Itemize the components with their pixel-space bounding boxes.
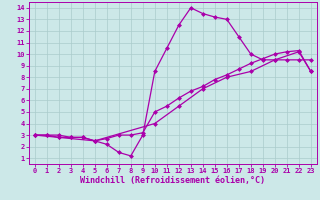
X-axis label: Windchill (Refroidissement éolien,°C): Windchill (Refroidissement éolien,°C) — [80, 176, 265, 185]
